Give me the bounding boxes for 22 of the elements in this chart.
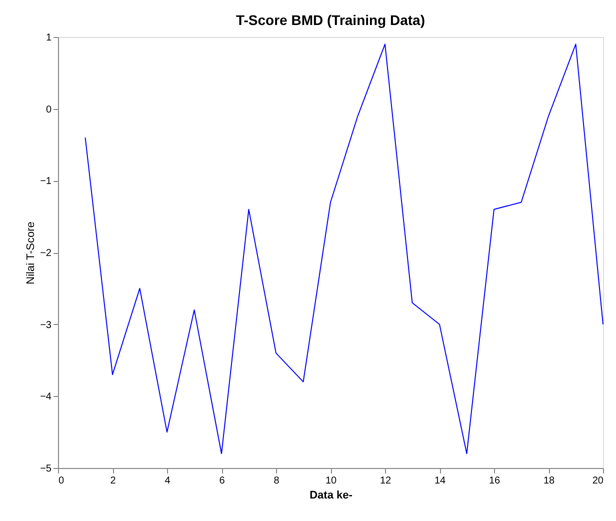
- y-tick-label: −1: [40, 176, 52, 188]
- x-tick-label: 20: [592, 476, 604, 486]
- x-tick-label: 4: [164, 476, 171, 486]
- line-series: [84, 44, 604, 454]
- y-tick-label: −3: [40, 320, 52, 331]
- x-tick-label: 18: [543, 476, 555, 486]
- x-tick-label: 14: [434, 476, 446, 486]
- y-tick-label: 1: [46, 32, 52, 44]
- x-tick-label: 2: [110, 476, 116, 486]
- x-axis-title: Data ke-: [310, 490, 353, 502]
- y-axis-title: Nilai T-Score: [25, 222, 38, 284]
- x-tick-label: 6: [219, 476, 226, 486]
- x-tick-label: 12: [380, 476, 392, 486]
- x-tick-label: 0: [58, 476, 64, 486]
- y-tick-label: −4: [40, 392, 52, 403]
- y-tick-label: −5: [40, 464, 52, 474]
- y-tick-label: −2: [40, 248, 52, 259]
- x-tick-label: 10: [325, 476, 337, 486]
- x-tick-label: 8: [274, 476, 280, 486]
- x-tick-label: 16: [488, 476, 500, 486]
- chart-title: T-Score BMD (Training Data): [236, 12, 426, 28]
- y-tick-label: 0: [46, 104, 52, 116]
